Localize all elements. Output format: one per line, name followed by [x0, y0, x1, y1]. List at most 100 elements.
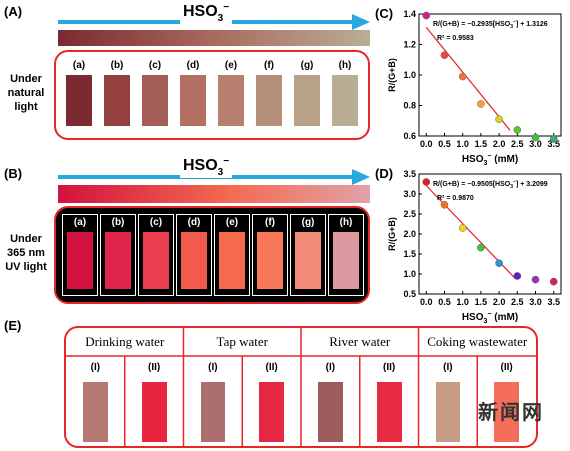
sample-label: (II) [148, 362, 161, 373]
side-label-a: Under natural light [7, 73, 45, 113]
uv-strip: (b) [100, 214, 136, 296]
y-tick-label: 1.0 [403, 269, 416, 279]
natural-strip-label: (c) [148, 60, 162, 71]
uv-strip: (c) [138, 214, 174, 296]
x-tick-label: 1.0 [456, 139, 469, 149]
natural-strip: (b) [100, 58, 134, 132]
sample-cell: (I) [66, 356, 125, 446]
uv-strip-label: (f) [265, 217, 275, 228]
natural-strip-label: (a) [72, 60, 86, 71]
uv-strip: (h) [328, 214, 364, 296]
data-point [549, 277, 558, 286]
data-point [440, 201, 449, 209]
uv-strip-label: (b) [111, 217, 125, 228]
y-tick-label: 1.5 [403, 249, 416, 259]
data-point [513, 272, 522, 280]
gradient-bar-b [58, 185, 370, 203]
x-tick-label: 3.5 [547, 297, 560, 307]
plot-frame [418, 13, 562, 137]
natural-strip-swatch [66, 75, 92, 126]
data-point [422, 178, 431, 186]
sample-group-title: Drinking water [85, 334, 165, 349]
chart-d: 0.0 0.5 1.0 1.5 2.0 2.5 3.0 3.5 0.5 1.0 1.5 2.0 2.5 3… [387, 169, 562, 324]
sample-swatch [200, 382, 226, 442]
uv-strip-label: (a) [73, 217, 87, 228]
sample-cell: (I) [419, 356, 478, 446]
x-tick-label: 3.5 [547, 139, 560, 149]
real-samples-grid-lines [66, 328, 536, 446]
natural-strip: (h) [328, 58, 362, 132]
sample-label: (II) [383, 362, 396, 373]
sample-label: (I) [208, 362, 218, 373]
sample-swatch [494, 382, 519, 442]
sample-group-title: Coking wastewater [427, 334, 528, 349]
sample-swatch [376, 382, 402, 442]
sample-swatch [259, 382, 284, 442]
x-tick-label: 3.0 [529, 297, 542, 307]
data-point [440, 51, 449, 59]
sample-label: (II) [500, 362, 513, 373]
sample-cell: (II) [242, 356, 301, 446]
y-tick-label: 1.2 [403, 40, 416, 50]
natural-strip: (d) [176, 58, 210, 132]
natural-strip-label: (e) [224, 60, 238, 71]
natural-strip: (c) [138, 58, 172, 132]
x-axis-label: HSO3− (mM) [462, 153, 518, 166]
data-point [458, 224, 467, 232]
natural-strip-label: (b) [110, 60, 124, 71]
strip-box-uv-light: (a) (b) (c) (d) (e) (f) (g) (h) [54, 206, 370, 304]
y-tick-label: 0.6 [403, 131, 416, 141]
data-point [477, 100, 485, 108]
natural-strip-swatch [180, 75, 206, 126]
x-tick-label: 0.0 [420, 139, 433, 149]
sample-cell: (II) [125, 356, 184, 446]
gradient-bar-a [58, 30, 370, 46]
x-tick-label: 2.0 [493, 297, 506, 307]
data-point [495, 115, 503, 124]
chart-c: 0.0 0.5 1.0 1.5 2.0 2.5 3.0 3.5 0.6 0.8 1.0 1.2 1.4 R… [387, 9, 562, 166]
uv-strip-swatch [143, 232, 169, 289]
sample-cell: (II) [360, 356, 419, 446]
uv-strip-swatch [105, 232, 131, 289]
x-tick-label: 2.0 [493, 139, 506, 149]
uv-strip-label: (c) [149, 217, 163, 228]
natural-strip-swatch [332, 75, 358, 126]
data-point [477, 243, 485, 252]
uv-strip: (g) [290, 214, 326, 296]
arrow-label-a: HSO3− [180, 2, 233, 24]
natural-strip: (e) [214, 58, 248, 132]
uv-strip: (f) [252, 214, 288, 296]
panel-label-e: (E) [4, 318, 22, 333]
x-tick-label: 1.5 [475, 139, 488, 149]
natural-strip-label: (f) [264, 60, 274, 71]
plot-frame [418, 173, 562, 295]
data-point [495, 259, 503, 267]
sample-label: (II) [265, 362, 278, 373]
uv-strip-swatch [181, 232, 207, 289]
panel-label-d: (D) [375, 166, 394, 181]
y-tick-label: 3.5 [403, 169, 416, 179]
natural-strip-swatch [142, 75, 168, 126]
sample-swatch [318, 382, 343, 442]
y-tick-label: 1.4 [403, 9, 416, 19]
panel-label-a: (A) [4, 4, 23, 19]
sample-cell: (I) [184, 356, 243, 446]
uv-strip-swatch [67, 232, 93, 289]
natural-strip-swatch [104, 75, 130, 126]
uv-strip-swatch [219, 232, 245, 289]
y-tick-label: 3.0 [403, 189, 416, 199]
x-tick-label: 0.5 [438, 139, 451, 149]
data-point [422, 11, 431, 20]
x-tick-label: 2.5 [511, 139, 524, 149]
y-tick-label: 1.0 [403, 70, 416, 80]
uv-strip-label: (d) [187, 217, 201, 228]
r-squared-label: R² = 0.9870 [437, 195, 474, 202]
natural-strip: (f) [252, 58, 286, 132]
x-tick-label: 0.0 [420, 297, 433, 307]
natural-strip-label: (d) [186, 60, 200, 71]
fit-line [425, 26, 511, 131]
side-label-b: Under 365 nm UV light [5, 233, 47, 273]
natural-strip: (a) [62, 58, 96, 132]
fit-equation: R/(G+B) = −0.2935[HSO3−] + 1.3126 [433, 19, 548, 30]
natural-strip-swatch [294, 75, 320, 126]
